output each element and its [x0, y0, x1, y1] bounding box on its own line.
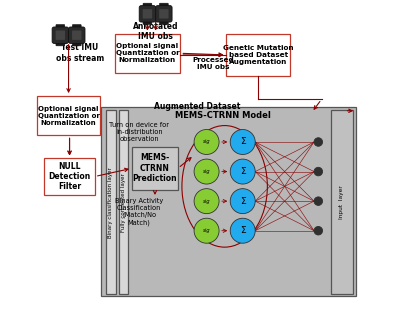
Text: Annotated
IMU obs: Annotated IMU obs: [133, 22, 178, 42]
FancyBboxPatch shape: [106, 111, 116, 294]
Text: NULL
Detection
Filter: NULL Detection Filter: [48, 162, 90, 191]
Text: sig: sig: [203, 199, 210, 204]
Text: Genetic Mutation
based Dataset
Augmentation: Genetic Mutation based Dataset Augmentat…: [223, 45, 294, 65]
FancyBboxPatch shape: [72, 24, 81, 30]
Text: Augmented Dataset: Augmented Dataset: [154, 102, 240, 111]
FancyBboxPatch shape: [143, 9, 152, 18]
Text: Processed
IMU obs: Processed IMU obs: [192, 56, 234, 70]
FancyBboxPatch shape: [119, 111, 128, 294]
FancyBboxPatch shape: [56, 30, 65, 40]
Text: sig: sig: [203, 169, 210, 174]
FancyBboxPatch shape: [114, 34, 180, 73]
FancyBboxPatch shape: [143, 19, 152, 24]
Circle shape: [314, 167, 322, 176]
FancyBboxPatch shape: [156, 6, 172, 22]
FancyBboxPatch shape: [72, 41, 81, 46]
Text: Turn on device for
in-distribution
observation: Turn on device for in-distribution obser…: [109, 122, 169, 142]
FancyBboxPatch shape: [160, 19, 168, 24]
Circle shape: [230, 189, 255, 214]
Circle shape: [314, 197, 322, 205]
Text: MEMS-
CTRNN
Prediction: MEMS- CTRNN Prediction: [133, 153, 177, 183]
FancyBboxPatch shape: [332, 111, 353, 294]
Circle shape: [314, 138, 322, 146]
Circle shape: [230, 159, 255, 184]
Circle shape: [194, 129, 219, 154]
Text: Input  layer: Input layer: [340, 185, 344, 219]
FancyBboxPatch shape: [37, 96, 100, 135]
FancyBboxPatch shape: [56, 41, 65, 46]
Text: Σ: Σ: [240, 197, 246, 206]
FancyBboxPatch shape: [132, 147, 178, 190]
FancyBboxPatch shape: [143, 3, 152, 8]
FancyBboxPatch shape: [52, 27, 68, 44]
Circle shape: [314, 226, 322, 235]
FancyBboxPatch shape: [56, 24, 65, 30]
Text: sig: sig: [203, 140, 210, 145]
Text: Optional signal
Quantization or
Normalization: Optional signal Quantization or Normaliz…: [116, 43, 179, 63]
Text: Test IMU
obs stream: Test IMU obs stream: [56, 44, 104, 63]
Text: Σ: Σ: [240, 167, 246, 176]
FancyBboxPatch shape: [139, 6, 156, 22]
Circle shape: [230, 218, 255, 243]
Text: Σ: Σ: [240, 138, 246, 147]
FancyBboxPatch shape: [159, 9, 168, 18]
Circle shape: [194, 189, 219, 214]
Text: sig: sig: [203, 228, 210, 233]
FancyBboxPatch shape: [44, 158, 95, 195]
Text: Binary Activity
Classification
(Match/No
Match): Binary Activity Classification (Match/No…: [115, 198, 163, 226]
Text: Binary classification layer: Binary classification layer: [108, 167, 114, 238]
Text: Σ: Σ: [240, 226, 246, 235]
Text: Fully connected layer: Fully connected layer: [121, 173, 126, 232]
FancyBboxPatch shape: [160, 3, 168, 8]
Circle shape: [194, 159, 219, 184]
Text: Optional signal
Quantization or
Normalization: Optional signal Quantization or Normaliz…: [38, 106, 100, 126]
Circle shape: [230, 129, 255, 154]
Text: MEMS-CTRNN Model: MEMS-CTRNN Model: [175, 111, 271, 119]
FancyBboxPatch shape: [72, 30, 82, 40]
Circle shape: [194, 218, 219, 243]
FancyBboxPatch shape: [226, 34, 290, 76]
FancyBboxPatch shape: [68, 27, 85, 44]
FancyBboxPatch shape: [102, 108, 356, 296]
